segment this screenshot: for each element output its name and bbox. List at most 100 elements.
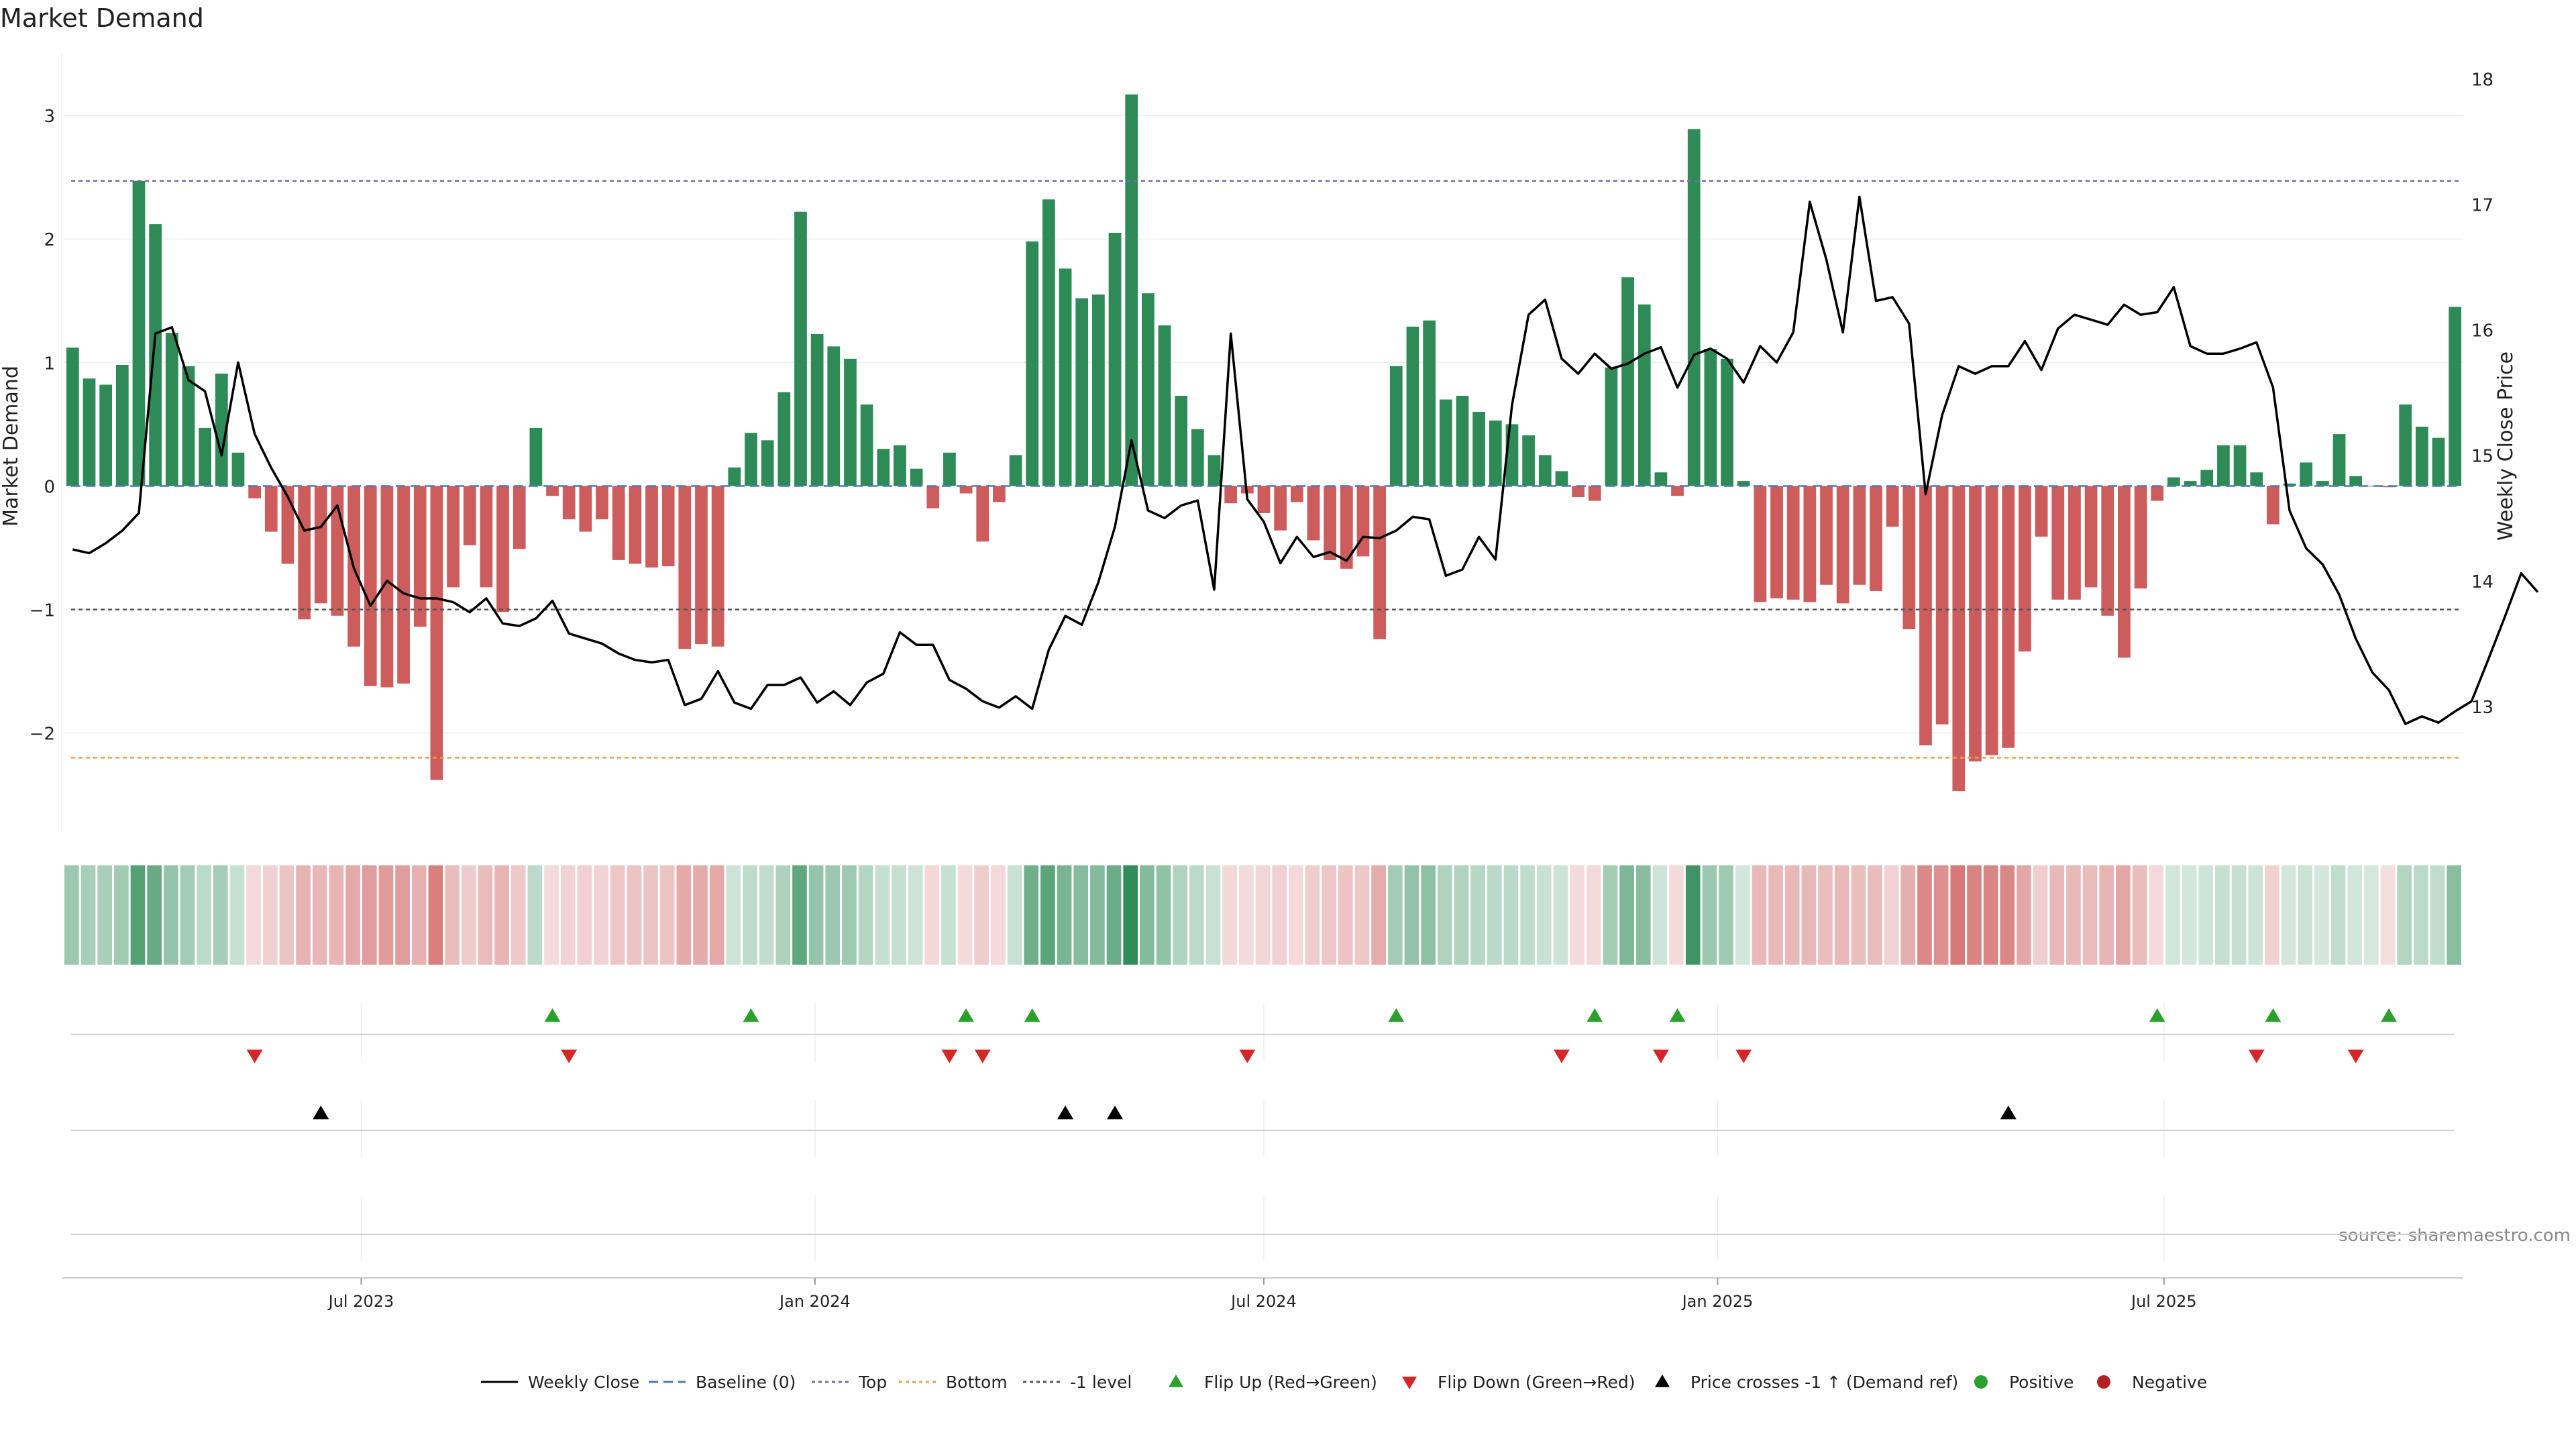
- heat-cell: [1635, 865, 1651, 965]
- heat-cell: [2182, 865, 2197, 965]
- demand-bar: [1290, 486, 1303, 502]
- demand-bar: [844, 358, 857, 486]
- heat-cell: [1371, 865, 1386, 965]
- heat-cell: [1619, 865, 1634, 965]
- y2-tick-label: 16: [2471, 321, 2493, 341]
- flip-up-marker: [2265, 1008, 2282, 1022]
- demand-bar: [596, 486, 608, 520]
- legend-item: Weekly Close: [481, 1373, 639, 1392]
- demand-bar: [2035, 486, 2048, 537]
- demand-bar: [83, 378, 96, 486]
- demand-bar: [728, 467, 741, 486]
- y-axis-label: Market Demand: [0, 366, 23, 527]
- legend: Weekly Close Baseline (0) Top Bottom -1 leve…: [481, 1373, 2207, 1392]
- demand-bar: [480, 486, 493, 588]
- flip-up-marker: [1669, 1008, 1686, 1022]
- heat-cell: [2298, 865, 2313, 965]
- demand-bar: [463, 486, 476, 545]
- flip-down-marker: [941, 1049, 958, 1063]
- heat-cell: [974, 865, 989, 965]
- demand-bar: [1075, 298, 1089, 486]
- heat-cell: [941, 865, 956, 965]
- demand-bar: [2134, 486, 2147, 589]
- heat-cell: [610, 865, 625, 965]
- heat-cell: [1106, 865, 1122, 965]
- flip-up-marker: [1024, 1008, 1040, 1022]
- legend-item: Price crosses -1 ↑ (Demand ref): [1655, 1373, 1958, 1392]
- demand-bar: [926, 486, 940, 508]
- demand-bar: [1803, 486, 1817, 602]
- demand-bar: [1572, 486, 1585, 498]
- legend-label: Negative: [2132, 1373, 2207, 1392]
- x-tick-label: Jul 2024: [1230, 1292, 1297, 1311]
- demand-bar: [1621, 277, 1634, 486]
- legend-item: Flip Down (Green→Red): [1402, 1373, 1635, 1392]
- heat-cell: [1784, 865, 1800, 965]
- demand-bar: [2217, 445, 2230, 486]
- demand-bar: [496, 486, 509, 612]
- demand-bars: [66, 94, 2462, 792]
- demand-bar: [629, 486, 642, 564]
- demand-bar: [215, 373, 228, 486]
- demand-bar: [364, 486, 377, 686]
- heat-cell: [1702, 865, 1717, 965]
- heat-cell: [693, 865, 708, 965]
- flip-up-marker: [1388, 1008, 1405, 1022]
- heat-cell: [825, 865, 841, 965]
- heat-cell: [908, 865, 923, 965]
- heat-cell: [1189, 865, 1204, 965]
- heat-cell: [709, 865, 724, 965]
- heat-cell: [1404, 865, 1419, 965]
- heat-cell: [1652, 865, 1668, 965]
- heat-cell: [1536, 865, 1552, 965]
- chart-title: Market Demand: [0, 3, 204, 33]
- demand-bar: [2300, 462, 2313, 486]
- y-tick-label: −2: [30, 724, 55, 745]
- heat-cell: [991, 865, 1006, 965]
- legend-item: Flip Up (Red→Green): [1169, 1373, 1377, 1392]
- demand-bar: [1654, 472, 1668, 486]
- heat-cell: [2380, 865, 2396, 965]
- source-note: source: sharemaestro.com: [2339, 1226, 2571, 1246]
- demand-bar: [199, 427, 211, 486]
- heat-cell: [1967, 865, 1982, 965]
- demand-bar: [761, 440, 774, 486]
- heat-cell: [842, 865, 857, 965]
- demand-bar: [546, 486, 559, 496]
- event-markers: [71, 1008, 2454, 1235]
- heat-cell: [130, 865, 146, 965]
- demand-bar: [2068, 486, 2081, 600]
- flip-down-marker: [561, 1049, 578, 1063]
- demand-bar: [1687, 129, 1701, 486]
- heat-cell: [1983, 865, 1998, 965]
- legend-item: Positive: [1974, 1373, 2074, 1392]
- demand-bar: [298, 486, 311, 620]
- demand-bar: [695, 486, 708, 645]
- demand-bar: [1423, 320, 1436, 486]
- legend-swatch: [1974, 1375, 1988, 1389]
- heat-cell: [743, 865, 757, 965]
- heat-cell: [64, 865, 79, 965]
- demand-bar: [1836, 486, 1849, 604]
- flip-down-marker: [1735, 1049, 1752, 1063]
- heat-cell: [147, 865, 162, 965]
- legend-label: -1 level: [1070, 1373, 1132, 1392]
- y-tick-label: 0: [44, 477, 55, 497]
- demand-bar: [2200, 470, 2214, 486]
- cross-up-marker: [313, 1106, 329, 1120]
- demand-bar: [115, 365, 129, 486]
- demand-bar: [1389, 366, 1403, 486]
- heat-cell: [2049, 865, 2065, 965]
- heat-cell: [1719, 865, 1733, 965]
- axes: −2 −1 0 1 2 3 13 14 15 16 17 18 Jul 2023 Jan 2024 Jul …: [30, 54, 2493, 1311]
- flip-up-marker: [1587, 1008, 1603, 1022]
- heat-cell: [2066, 865, 2081, 965]
- demand-bar: [711, 486, 724, 647]
- heat-cell: [1255, 865, 1271, 965]
- demand-bar: [562, 486, 576, 520]
- heat-cell: [1818, 865, 1833, 965]
- heat-cell: [1205, 865, 1221, 965]
- demand-bar: [529, 427, 543, 486]
- heat-cell: [2330, 865, 2346, 965]
- legend-label: Price crosses -1 ↑ (Demand ref): [1690, 1373, 1958, 1392]
